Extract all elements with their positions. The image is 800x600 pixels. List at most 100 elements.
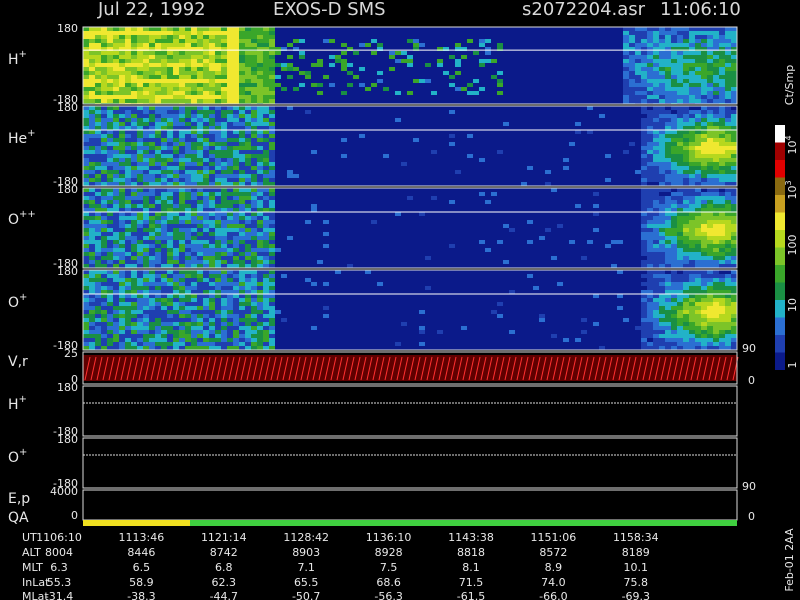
spectrogram-cell	[107, 216, 113, 220]
spectrogram-cell	[191, 192, 197, 196]
spectrogram-cell	[83, 204, 89, 208]
spectrogram-cell	[191, 31, 197, 35]
spectrogram-cell	[257, 91, 263, 95]
spectrogram-cell	[89, 252, 95, 256]
spectrogram-cell	[179, 170, 185, 174]
spectrogram-cell	[119, 130, 125, 134]
spectrogram-cell	[425, 63, 431, 67]
spectrogram-cell	[167, 318, 173, 322]
velocity-trace	[366, 356, 373, 381]
spectrogram-cell	[647, 162, 653, 166]
spectrogram-cell	[83, 330, 89, 334]
spectrogram-cell	[131, 228, 137, 232]
velocity-trace	[252, 356, 259, 381]
spectrogram-cell	[185, 122, 191, 126]
spectrogram-cell	[131, 114, 137, 118]
panel-label-charge: ++	[19, 209, 36, 220]
spectrogram-cell	[89, 154, 95, 158]
spectrogram-cell	[155, 27, 161, 31]
spectrogram-cell	[665, 294, 671, 298]
spectrogram-cell	[683, 174, 689, 178]
spectrogram-cell	[257, 170, 263, 174]
spectrogram-cell	[143, 154, 149, 158]
spectrogram-cell	[245, 334, 251, 338]
spectrogram-cell	[251, 212, 257, 216]
spectrogram-cell	[173, 51, 179, 55]
spectrogram-cell	[233, 178, 239, 182]
spectrogram-cell	[359, 43, 365, 47]
spectrogram-cell	[713, 200, 719, 204]
spectrogram-cell	[203, 274, 209, 278]
spectrogram-cell	[203, 256, 209, 260]
spectrogram-cell	[671, 286, 677, 290]
spectrogram-cell	[215, 256, 221, 260]
spectrogram-cell	[713, 270, 719, 274]
spectrogram-cell	[101, 334, 107, 338]
spectrogram-cell	[179, 192, 185, 196]
spectrogram-cell	[125, 146, 131, 150]
spectrogram-cell	[191, 310, 197, 314]
spectrogram-cell	[491, 310, 497, 314]
spectrogram-cell	[479, 63, 485, 67]
spectrogram-cell	[695, 256, 701, 260]
spectrogram-cell	[167, 134, 173, 138]
spectrogram-cell	[227, 110, 233, 114]
spectrogram-cell	[233, 114, 239, 118]
spectrogram-cell	[197, 200, 203, 204]
spectrogram-cell	[695, 236, 701, 240]
spectrogram-cell	[209, 346, 215, 350]
spectrogram-cell	[731, 334, 737, 338]
spectrogram-cell	[119, 182, 125, 186]
spectrogram-cell	[653, 27, 659, 31]
spectrogram-cell	[155, 346, 161, 350]
spectrogram-cell	[167, 330, 173, 334]
spectrogram-cell	[161, 126, 167, 130]
spectrogram-cell	[713, 248, 719, 252]
spectrogram-cell	[251, 338, 257, 342]
spectrogram-cell	[695, 282, 701, 286]
spectrogram-cell	[677, 122, 683, 126]
spectrogram-cell	[137, 91, 143, 95]
spectrogram-cell	[113, 51, 119, 55]
spectrogram-cell	[137, 208, 143, 212]
spectrogram-cell	[677, 298, 683, 302]
spectrogram-cell	[653, 282, 659, 286]
spectrogram-cell	[149, 150, 155, 154]
spectrogram-cell	[245, 118, 251, 122]
spectrogram-cell	[665, 27, 671, 31]
spectrogram-cell	[209, 91, 215, 95]
spectrogram-cell	[185, 118, 191, 122]
spectrogram-cell	[221, 47, 227, 51]
spectrogram-cell	[221, 256, 227, 260]
spectrogram-cell	[167, 55, 173, 59]
spectrogram-cell	[173, 126, 179, 130]
spectrogram-cell	[629, 63, 635, 67]
spectrogram-cell	[95, 248, 101, 252]
spectrogram-cell	[245, 228, 251, 232]
spectrogram-cell	[707, 306, 713, 310]
panel-label-charge: +	[19, 49, 27, 60]
spectrogram-cell	[707, 322, 713, 326]
spectrogram-cell	[263, 162, 269, 166]
spectrogram-cell	[659, 232, 665, 236]
spectrogram-cell	[185, 67, 191, 71]
spectrogram-cell	[185, 228, 191, 232]
spectrogram-cell	[239, 51, 245, 55]
spectrogram-cell	[221, 212, 227, 216]
spectrogram-cell	[671, 138, 677, 142]
spectrogram-cell	[257, 162, 263, 166]
spectrogram-cell	[131, 99, 137, 103]
spectrogram-cell	[695, 270, 701, 274]
spectrogram-cell	[239, 63, 245, 67]
spectrogram-cell	[197, 114, 203, 118]
spectrogram-cell	[197, 150, 203, 154]
spectrogram-cell	[707, 228, 713, 232]
spectrogram-cell	[719, 166, 725, 170]
spectrogram-cell	[185, 162, 191, 166]
spectrogram-cell	[107, 51, 113, 55]
spectrogram-cell	[107, 27, 113, 31]
spectrogram-cell	[95, 322, 101, 326]
spectrogram-cell	[215, 166, 221, 170]
spectrogram-cell	[221, 35, 227, 39]
spectrogram-cell	[167, 35, 173, 39]
